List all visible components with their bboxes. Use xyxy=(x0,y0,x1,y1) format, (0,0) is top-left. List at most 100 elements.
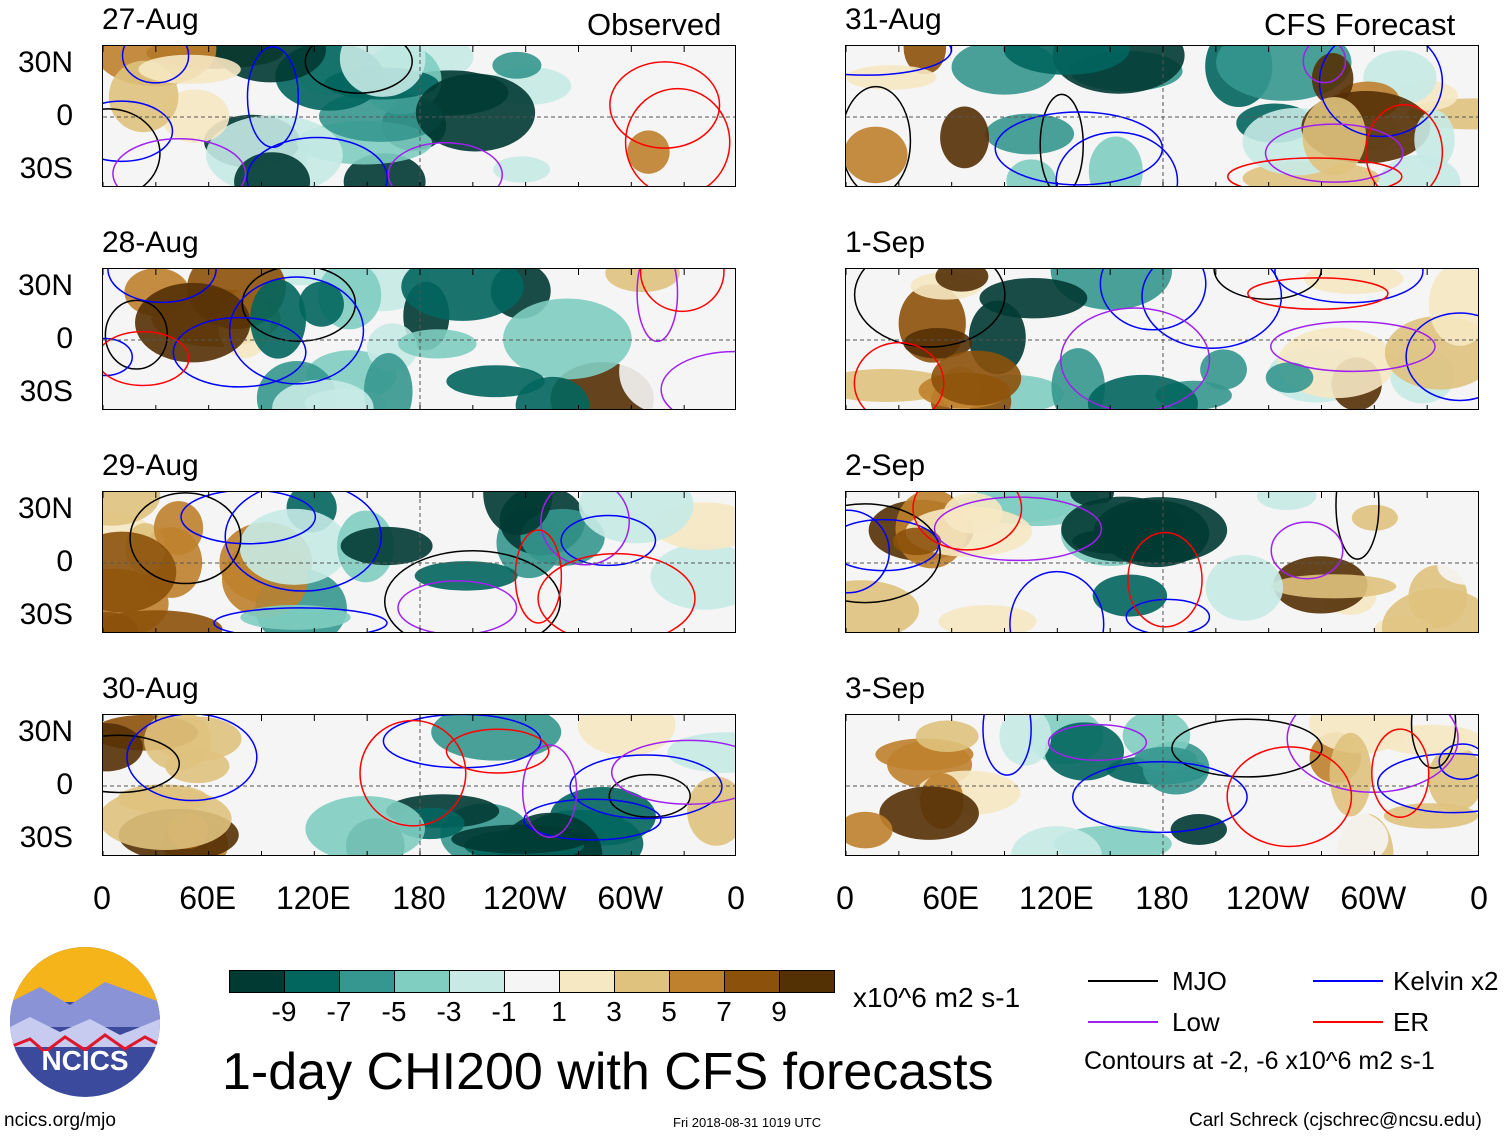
anomaly-blob xyxy=(239,508,349,585)
contour-line xyxy=(1286,715,1459,794)
contour-line xyxy=(304,46,413,94)
observed-label: Observed xyxy=(587,7,722,42)
lon-label: 120E xyxy=(1018,880,1094,916)
anomaly-blob xyxy=(138,54,241,84)
anomaly-blob xyxy=(619,329,706,409)
lat-label: 0 xyxy=(56,322,73,355)
colorbar-tick: -7 xyxy=(326,996,352,1027)
colorbar-swatch xyxy=(670,971,725,992)
anomaly-blob xyxy=(103,531,177,613)
colorbar-swatch xyxy=(230,971,285,992)
colorbar-swatch xyxy=(340,971,395,992)
anomaly-blob xyxy=(985,113,1075,155)
anomaly-blob xyxy=(401,269,524,321)
lon-label: 180 xyxy=(1135,880,1189,916)
logo-text: NCICS xyxy=(41,1045,129,1076)
contour-line xyxy=(1009,570,1105,632)
anomaly-blob xyxy=(305,796,425,855)
contour-line xyxy=(213,607,388,632)
anomaly-blob xyxy=(940,106,990,169)
anomaly-blob xyxy=(846,811,893,849)
contour-line xyxy=(103,100,174,163)
anomaly-blob xyxy=(161,89,230,143)
panel-date: 3-Sep xyxy=(845,672,926,705)
contour-line xyxy=(1371,728,1430,818)
lon-label: 60W xyxy=(597,880,664,916)
lat-label: 0 xyxy=(56,99,73,132)
anomaly-blob xyxy=(250,279,307,359)
contour-line xyxy=(1274,269,1424,304)
anomaly-blob xyxy=(578,492,694,544)
lon-label: 120E xyxy=(275,880,351,916)
contour-line xyxy=(610,739,735,805)
lat-label: 30N xyxy=(17,269,73,302)
contour-line xyxy=(228,276,365,385)
anomaly-blob xyxy=(135,282,251,363)
anomaly-blob xyxy=(1134,746,1198,772)
lat-label: 30S xyxy=(19,375,73,408)
anomaly-blob xyxy=(431,715,562,761)
contour-line xyxy=(359,719,467,827)
anomaly-blob xyxy=(577,715,676,756)
panel-date: 1-Sep xyxy=(845,226,926,259)
anomaly-blob xyxy=(999,715,1052,766)
lon-label: 120W xyxy=(1225,880,1310,916)
anomaly-blob xyxy=(1003,46,1130,75)
anomaly-blob xyxy=(483,492,553,536)
anomaly-blob xyxy=(493,156,551,183)
contour-line xyxy=(608,773,691,818)
contour-line xyxy=(1055,131,1179,186)
contour-line xyxy=(103,337,134,377)
contour-line xyxy=(933,496,1103,562)
panel-date: 31-Aug xyxy=(845,3,942,36)
colorbar-swatch xyxy=(615,971,670,992)
contour-line xyxy=(172,316,307,388)
anomaly-blob xyxy=(1428,745,1478,812)
contour-line xyxy=(107,269,217,304)
anomaly-blob xyxy=(667,732,735,773)
contour-line xyxy=(1264,123,1404,183)
anomaly-blob xyxy=(879,786,979,840)
contour-line xyxy=(103,734,181,794)
contour-line xyxy=(129,492,242,585)
colorbar-swatch xyxy=(560,971,615,992)
contour-line xyxy=(1060,307,1211,409)
anomaly-blob xyxy=(650,543,735,610)
colorbar-swatch xyxy=(725,971,780,992)
lon-label: 120W xyxy=(482,880,567,916)
anomaly-blob xyxy=(1381,588,1478,632)
anomaly-blob xyxy=(103,611,138,632)
contour-line xyxy=(103,330,190,387)
legend-line-mjo xyxy=(1088,980,1158,982)
contour-line xyxy=(1125,598,1211,632)
lat-label: 30S xyxy=(19,152,73,185)
contour-line xyxy=(1039,93,1084,186)
panel-date: 28-Aug xyxy=(102,226,199,259)
anomaly-blob xyxy=(103,492,161,526)
footer-url[interactable]: ncics.org/mjo xyxy=(4,1110,116,1131)
map-panel xyxy=(102,268,736,410)
map-panel xyxy=(845,714,1479,856)
anomaly-blob xyxy=(892,527,942,556)
colorbar-tick: -1 xyxy=(491,996,517,1027)
contour-line xyxy=(445,728,550,774)
map-panel xyxy=(102,491,736,633)
anomaly-blob xyxy=(1414,110,1455,169)
anomaly-blob xyxy=(1295,808,1389,855)
panel-date: 27-Aug xyxy=(102,3,199,36)
contour-line xyxy=(103,108,161,186)
anomaly-blob xyxy=(492,51,542,79)
colorbar-tick: 9 xyxy=(771,996,787,1027)
colorbar-tick: 1 xyxy=(551,996,567,1027)
contour-line xyxy=(1227,157,1403,186)
anomaly-blob xyxy=(153,501,204,555)
colorbar-tick: 5 xyxy=(661,996,677,1027)
anomaly-blob xyxy=(915,720,979,753)
contour-line xyxy=(397,580,518,632)
anomaly-blob xyxy=(240,604,351,630)
anomaly-blob xyxy=(1010,826,1102,855)
anomaly-blob xyxy=(1311,53,1354,105)
contour-line xyxy=(246,46,300,149)
contour-line xyxy=(1365,103,1444,186)
contour-line xyxy=(560,514,657,567)
